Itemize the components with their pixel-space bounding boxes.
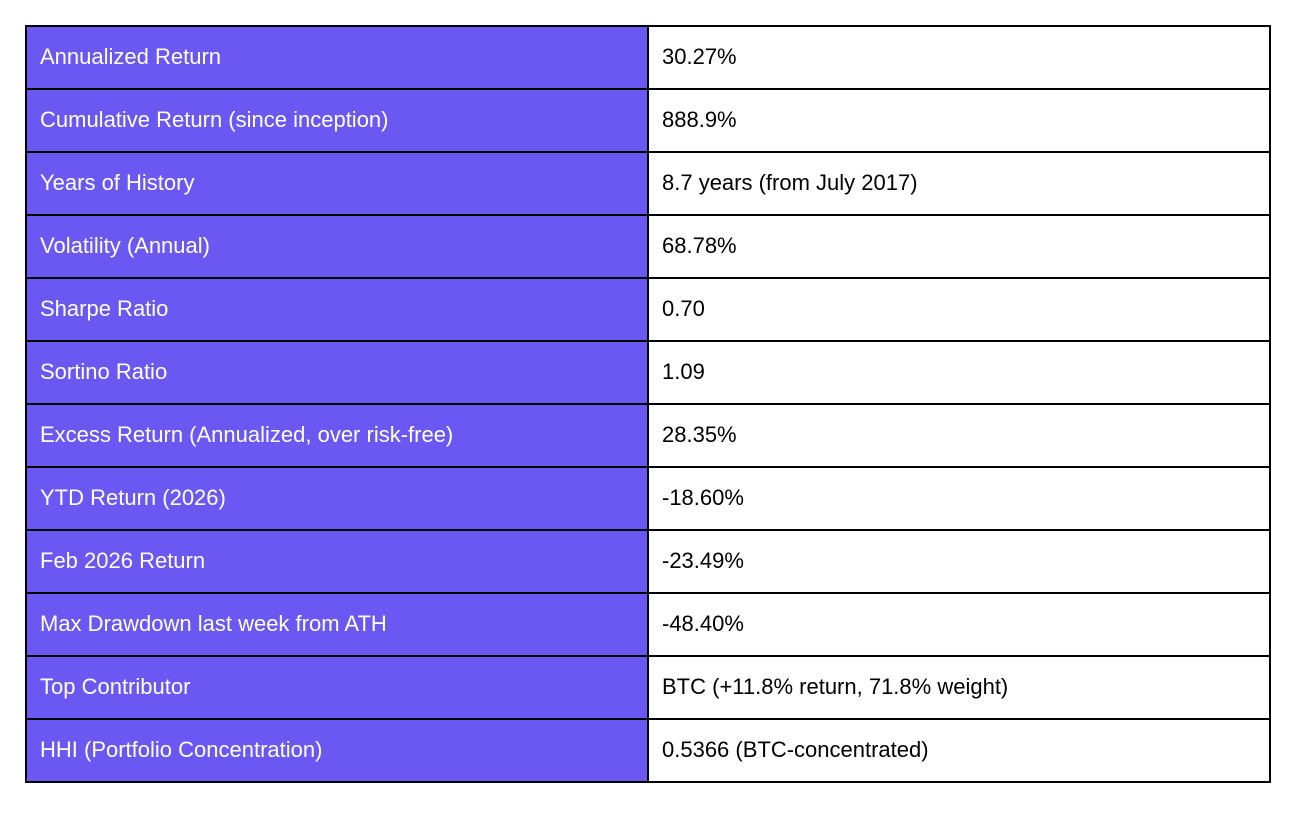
metric-label: Feb 2026 Return bbox=[25, 529, 649, 594]
table-row: Max Drawdown last week from ATH -48.40% bbox=[25, 592, 1271, 657]
metric-label: Annualized Return bbox=[25, 25, 649, 90]
metric-label: Volatility (Annual) bbox=[25, 214, 649, 279]
portfolio-stats-table: Annualized Return 30.27% Cumulative Retu… bbox=[25, 25, 1271, 783]
metric-value: 8.7 years (from July 2017) bbox=[647, 151, 1271, 216]
metric-value: -18.60% bbox=[647, 466, 1271, 531]
metric-label: Top Contributor bbox=[25, 655, 649, 720]
table-row: Excess Return (Annualized, over risk-fre… bbox=[25, 403, 1271, 468]
table-row: Sortino Ratio 1.09 bbox=[25, 340, 1271, 405]
table-row: Years of History 8.7 years (from July 20… bbox=[25, 151, 1271, 216]
table-row: Sharpe Ratio 0.70 bbox=[25, 277, 1271, 342]
metric-label: Max Drawdown last week from ATH bbox=[25, 592, 649, 657]
table-row: Cumulative Return (since inception) 888.… bbox=[25, 88, 1271, 153]
metric-value: 30.27% bbox=[647, 25, 1271, 90]
metric-label: Years of History bbox=[25, 151, 649, 216]
table-row: Volatility (Annual) 68.78% bbox=[25, 214, 1271, 279]
metric-value: -23.49% bbox=[647, 529, 1271, 594]
metric-value: 28.35% bbox=[647, 403, 1271, 468]
table-row: Annualized Return 30.27% bbox=[25, 25, 1271, 90]
metric-value: 0.5366 (BTC-concentrated) bbox=[647, 718, 1271, 783]
metric-label: YTD Return (2026) bbox=[25, 466, 649, 531]
table-row: Top Contributor BTC (+11.8% return, 71.8… bbox=[25, 655, 1271, 720]
metric-value: 888.9% bbox=[647, 88, 1271, 153]
metric-label: Excess Return (Annualized, over risk-fre… bbox=[25, 403, 649, 468]
metric-value: 68.78% bbox=[647, 214, 1271, 279]
table-row: HHI (Portfolio Concentration) 0.5366 (BT… bbox=[25, 718, 1271, 783]
metric-value: BTC (+11.8% return, 71.8% weight) bbox=[647, 655, 1271, 720]
metric-label: HHI (Portfolio Concentration) bbox=[25, 718, 649, 783]
metric-value: 0.70 bbox=[647, 277, 1271, 342]
table-row: Feb 2026 Return -23.49% bbox=[25, 529, 1271, 594]
metric-label: Sharpe Ratio bbox=[25, 277, 649, 342]
table-row: YTD Return (2026) -18.60% bbox=[25, 466, 1271, 531]
portfolio-stats-rows: Annualized Return 30.27% Cumulative Retu… bbox=[25, 25, 1271, 783]
metric-value: 1.09 bbox=[647, 340, 1271, 405]
metric-label: Cumulative Return (since inception) bbox=[25, 88, 649, 153]
metric-value: -48.40% bbox=[647, 592, 1271, 657]
metric-label: Sortino Ratio bbox=[25, 340, 649, 405]
